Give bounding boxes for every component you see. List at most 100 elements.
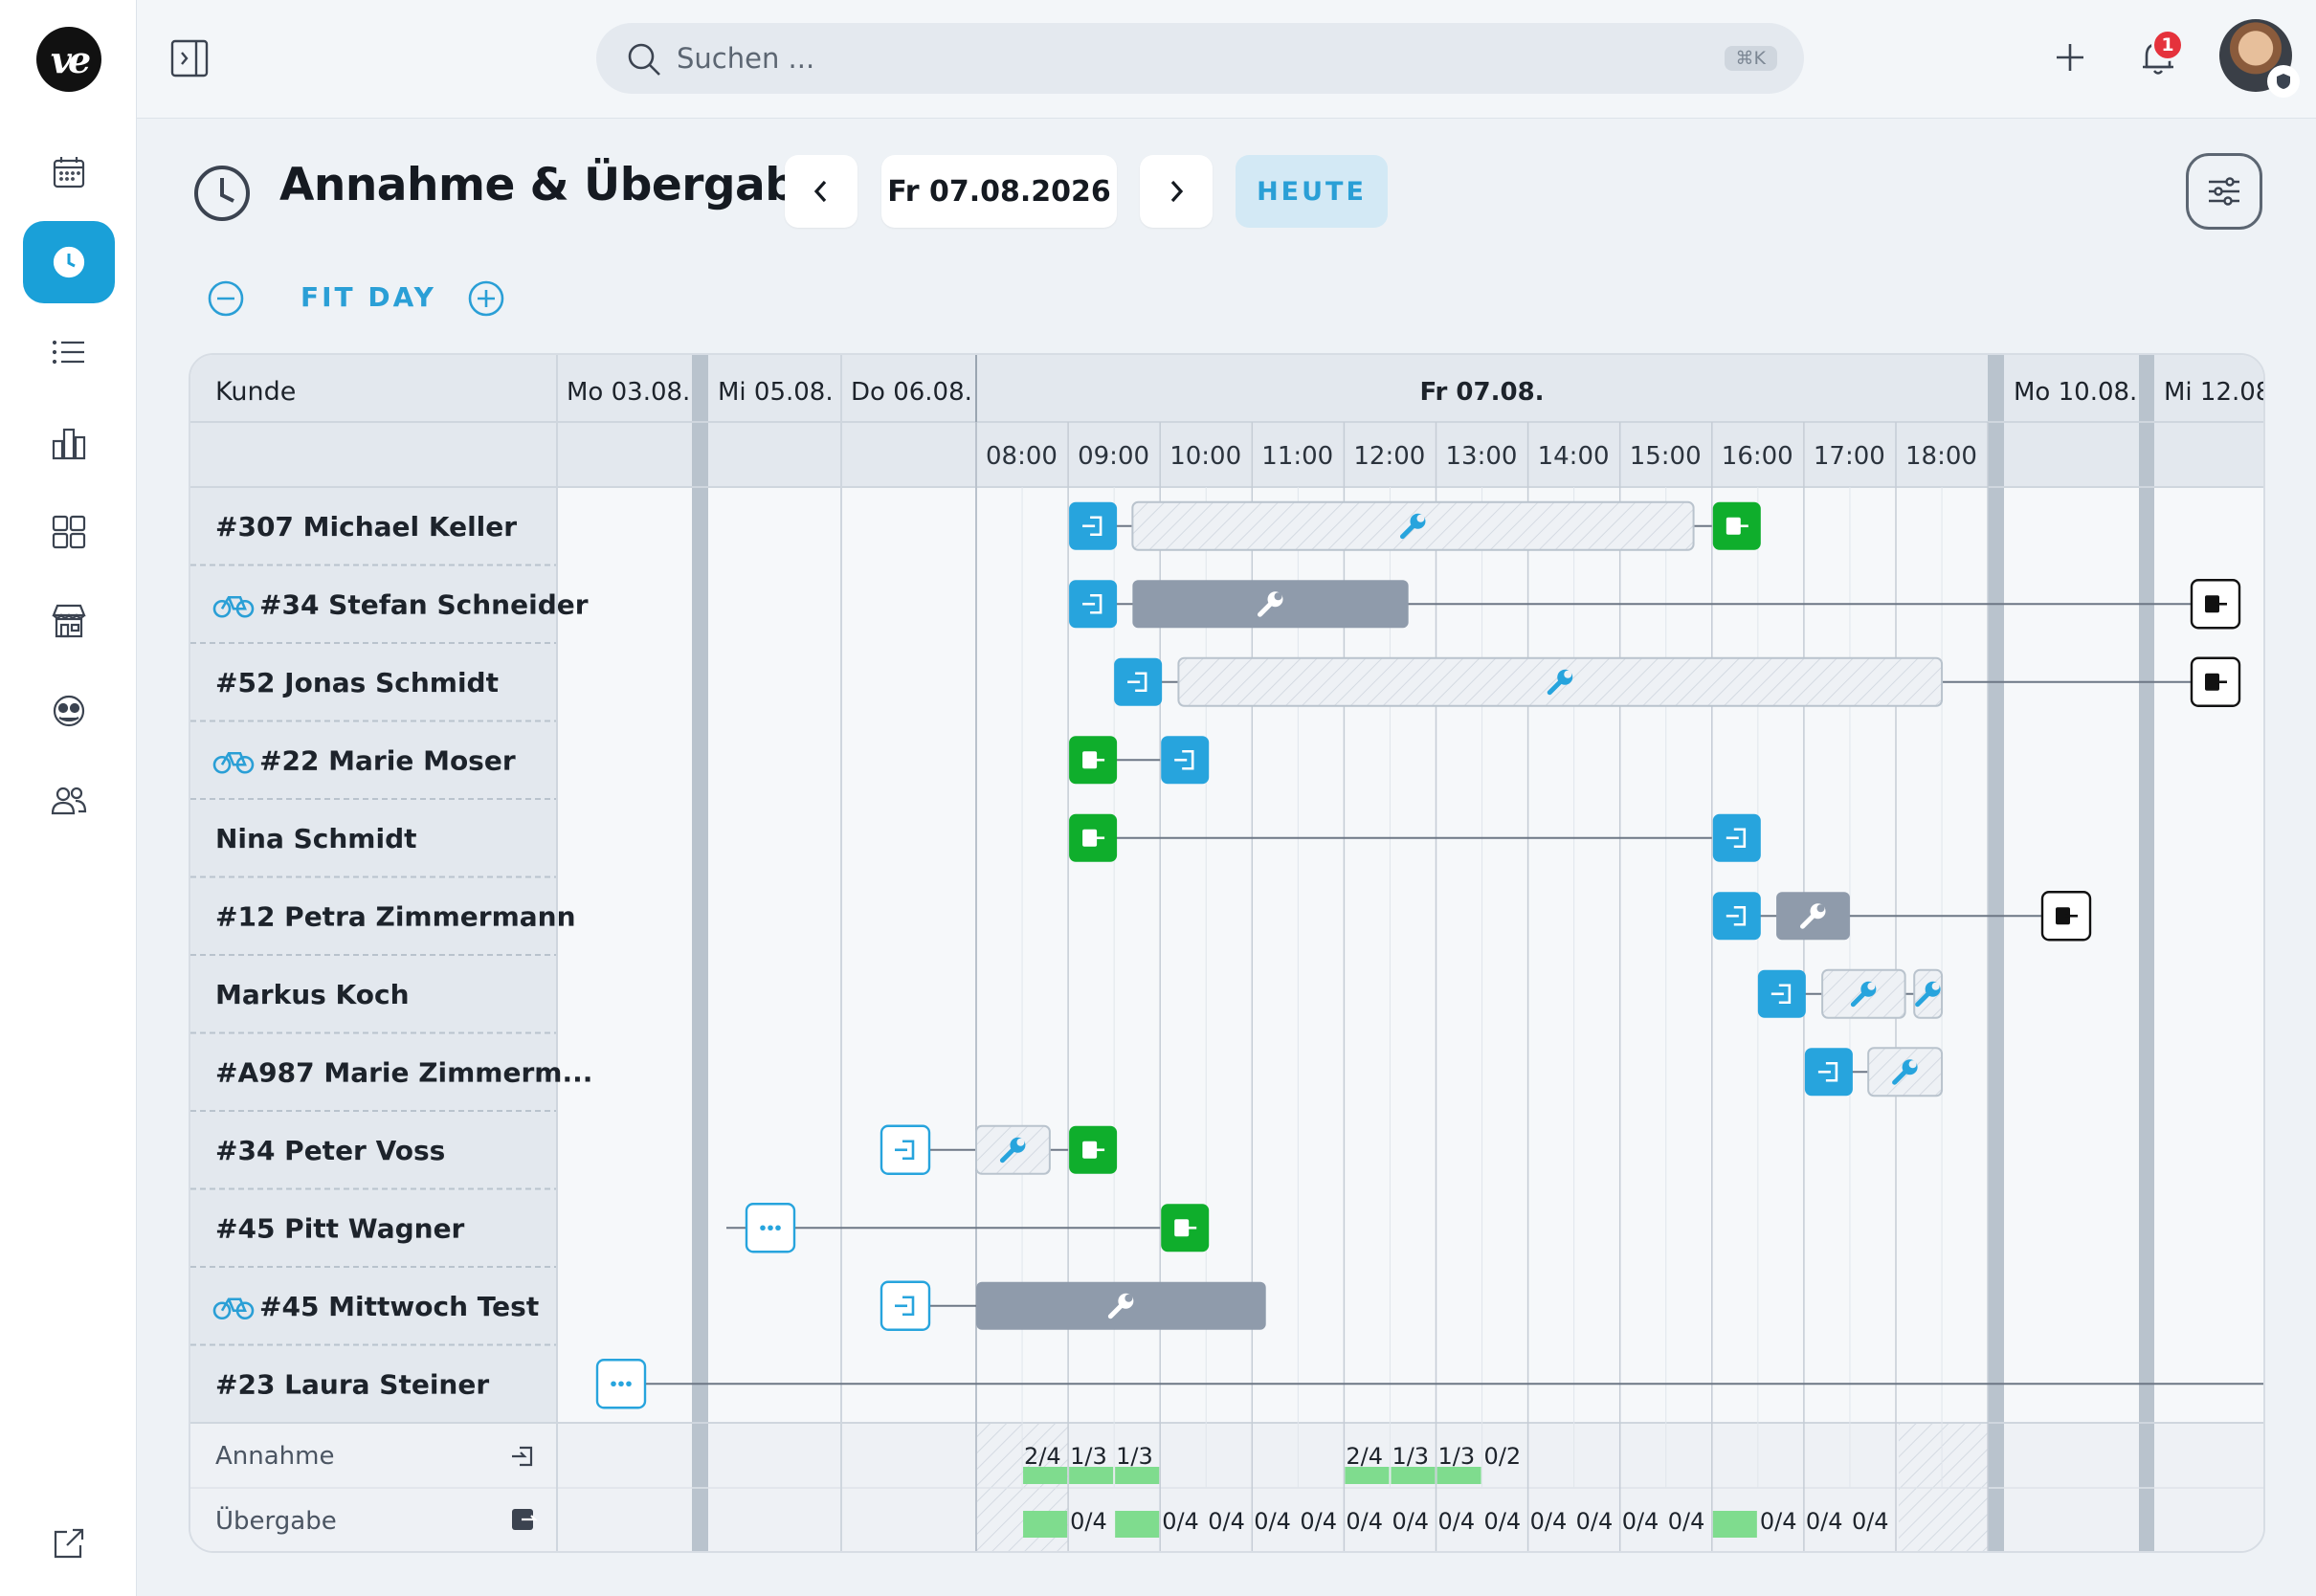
day-column-header: Mi 12.08 (2164, 378, 2265, 407)
wrench-icon (1915, 981, 1941, 1008)
page-title: Annahme & Übergabe (279, 159, 827, 211)
zoom-out-icon[interactable] (207, 279, 245, 318)
bike-icon (212, 595, 255, 618)
annahme-count: 1/3 (1438, 1443, 1476, 1470)
checkin-marker[interactable] (1069, 501, 1118, 550)
logout-icon (2205, 595, 2219, 613)
weekend-separator (692, 355, 708, 1551)
wrench-icon (1399, 513, 1426, 540)
nav-team[interactable] (23, 760, 115, 842)
next-day-button[interactable] (1140, 155, 1213, 228)
checkin-marker[interactable] (1757, 969, 1806, 1018)
search-bar[interactable]: ⌘K (596, 23, 1804, 94)
topbar: ⌘K 1 (137, 0, 2316, 119)
date-picker-button[interactable]: Fr 07.08.2026 (881, 155, 1117, 228)
checkin-marker[interactable] (1161, 736, 1210, 785)
list-icon (52, 340, 84, 365)
capacity-bar (1115, 1467, 1160, 1484)
annahme-label: Annahme (215, 1442, 334, 1471)
capacity-bar (1115, 1511, 1160, 1538)
login-icon (1825, 1061, 1838, 1082)
checkout-marker[interactable] (1069, 1125, 1118, 1174)
checkout-marker[interactable] (1712, 501, 1761, 550)
uebergabe-count: 0/4 (1530, 1508, 1568, 1535)
checkout-marker[interactable] (1161, 1204, 1210, 1252)
hour-label: 08:00 (986, 442, 1058, 471)
users-icon (51, 787, 87, 815)
customer-row-label: #23 Laura Steiner (215, 1368, 489, 1400)
uebergabe-count: 0/4 (1162, 1508, 1199, 1535)
nav-clock[interactable] (23, 221, 115, 303)
panel-toggle-icon[interactable] (169, 38, 210, 78)
wrench-icon (1547, 669, 1573, 696)
hour-label: 09:00 (1078, 442, 1149, 471)
logout-icon (2056, 907, 2070, 925)
checkout-marker[interactable] (1069, 736, 1118, 785)
hour-label: 17:00 (1814, 442, 1885, 471)
nav-store[interactable] (23, 580, 115, 662)
wrench-icon (1850, 981, 1877, 1008)
checkout-marker[interactable] (2190, 579, 2241, 630)
logout-icon (512, 1509, 538, 1530)
filter-settings-button[interactable] (2186, 153, 2262, 230)
hour-label: 16:00 (1722, 442, 1793, 471)
customer-row-label: #12 Petra Zimmermann (215, 900, 576, 932)
login-icon (512, 1446, 533, 1467)
annahme-count: 2/4 (1024, 1443, 1061, 1470)
sliders-icon (2209, 177, 2239, 206)
faces-icon (53, 695, 85, 727)
logout-icon (1082, 1141, 1098, 1159)
checkin-marker[interactable] (1712, 892, 1761, 941)
nav-dashboard[interactable] (23, 491, 115, 573)
checkin-marker[interactable] (1114, 657, 1163, 706)
capacity-bar (1069, 1467, 1114, 1484)
app-logo[interactable]: ve (36, 27, 101, 92)
wrench-icon (1892, 1059, 1918, 1085)
logout-icon (1082, 751, 1098, 769)
checkout-marker[interactable] (2190, 656, 2241, 707)
calendar-icon (53, 157, 85, 188)
day-column-header: Fr 07.08. (1419, 378, 1544, 407)
footer-closed-slot (1899, 1423, 1988, 1551)
uebergabe-count: 0/4 (1760, 1508, 1797, 1535)
wrench-icon (1800, 903, 1826, 929)
clock-icon (194, 166, 250, 221)
search-input[interactable] (677, 38, 1538, 78)
zoom-in-icon[interactable] (467, 279, 505, 318)
shield-icon (2267, 65, 2300, 98)
hour-label: 10:00 (1169, 442, 1241, 471)
today-button[interactable]: HEUTE (1236, 155, 1388, 228)
checkout-marker[interactable] (2040, 891, 2092, 942)
nav-external[interactable] (23, 1502, 115, 1585)
uebergabe-count: 0/4 (1254, 1508, 1291, 1535)
login-icon (902, 1140, 915, 1161)
checkin-marker[interactable] (880, 1280, 931, 1331)
day-column-header: Do 06.08. (851, 378, 972, 407)
previous-day-button[interactable] (785, 155, 857, 228)
login-icon (1090, 516, 1102, 537)
day-column-header: Mo 03.08. (567, 378, 690, 407)
nav-customers[interactable] (23, 670, 115, 752)
nav-calendar[interactable] (23, 131, 115, 213)
nav-list[interactable] (23, 311, 115, 393)
nav-statistics[interactable] (23, 402, 115, 484)
more-marker[interactable] (595, 1359, 647, 1409)
customer-row-label: #307 Michael Keller (215, 511, 517, 543)
hour-label: 12:00 (1353, 442, 1425, 471)
uebergabe-count: 0/4 (1576, 1508, 1614, 1535)
checkin-marker[interactable] (1712, 813, 1761, 862)
hour-label: 13:00 (1446, 442, 1518, 471)
capacity-bar (1436, 1467, 1481, 1484)
add-icon[interactable] (2051, 38, 2089, 77)
checkin-marker[interactable] (1069, 580, 1118, 629)
day-column-header: Mi 05.08. (718, 378, 834, 407)
checkout-marker[interactable] (1069, 813, 1118, 862)
checkin-marker[interactable] (880, 1124, 931, 1175)
logout-icon (1726, 517, 1741, 535)
checkin-marker[interactable] (1804, 1048, 1853, 1097)
more-marker[interactable] (745, 1203, 796, 1253)
uebergabe-label: Übergabe (215, 1505, 337, 1536)
customer-row-label: Markus Koch (215, 979, 410, 1010)
fit-day-button[interactable]: FIT DAY (301, 281, 436, 313)
wrench-icon (1258, 591, 1283, 617)
